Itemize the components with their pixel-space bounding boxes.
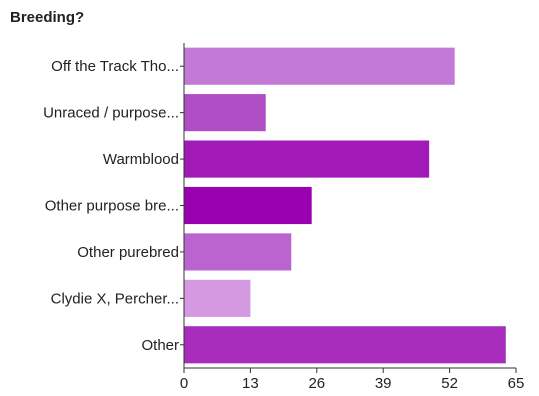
- x-tick-label: 26: [308, 375, 325, 392]
- x-tick-label: 13: [242, 375, 259, 392]
- x-tick-label: 39: [375, 375, 392, 392]
- category-label: Unraced / purpose...: [43, 105, 179, 122]
- category-label: Other purpose bre...: [45, 198, 179, 215]
- category-label: Clydie X, Percher...: [51, 290, 179, 307]
- category-label: Off the Track Tho...: [51, 58, 179, 75]
- bars-group: [184, 47, 506, 364]
- category-labels: Off the Track Tho... Unraced / purpose...…: [43, 58, 179, 354]
- bar-other-purpose-bre: [184, 186, 312, 225]
- bar-unraced-purpose: [184, 94, 266, 132]
- bar-other: [184, 326, 506, 364]
- category-label: Warmblood: [103, 151, 179, 168]
- chart-title: Breeding?: [10, 9, 85, 26]
- bar-clydie-x-percher: [184, 279, 251, 317]
- x-tick-label: 0: [180, 375, 188, 392]
- category-label: Other purebred: [77, 244, 179, 261]
- bar-warmblood: [184, 140, 430, 178]
- tick-labels: 0 13 26 39 52 65: [180, 375, 525, 392]
- bar-off-the-track-tho: [184, 47, 455, 85]
- axes-group: [180, 43, 517, 373]
- bar-other-purebred: [184, 233, 292, 271]
- category-label: Other: [141, 337, 179, 354]
- x-tick-label: 52: [441, 375, 458, 392]
- x-tick-label: 65: [508, 375, 525, 392]
